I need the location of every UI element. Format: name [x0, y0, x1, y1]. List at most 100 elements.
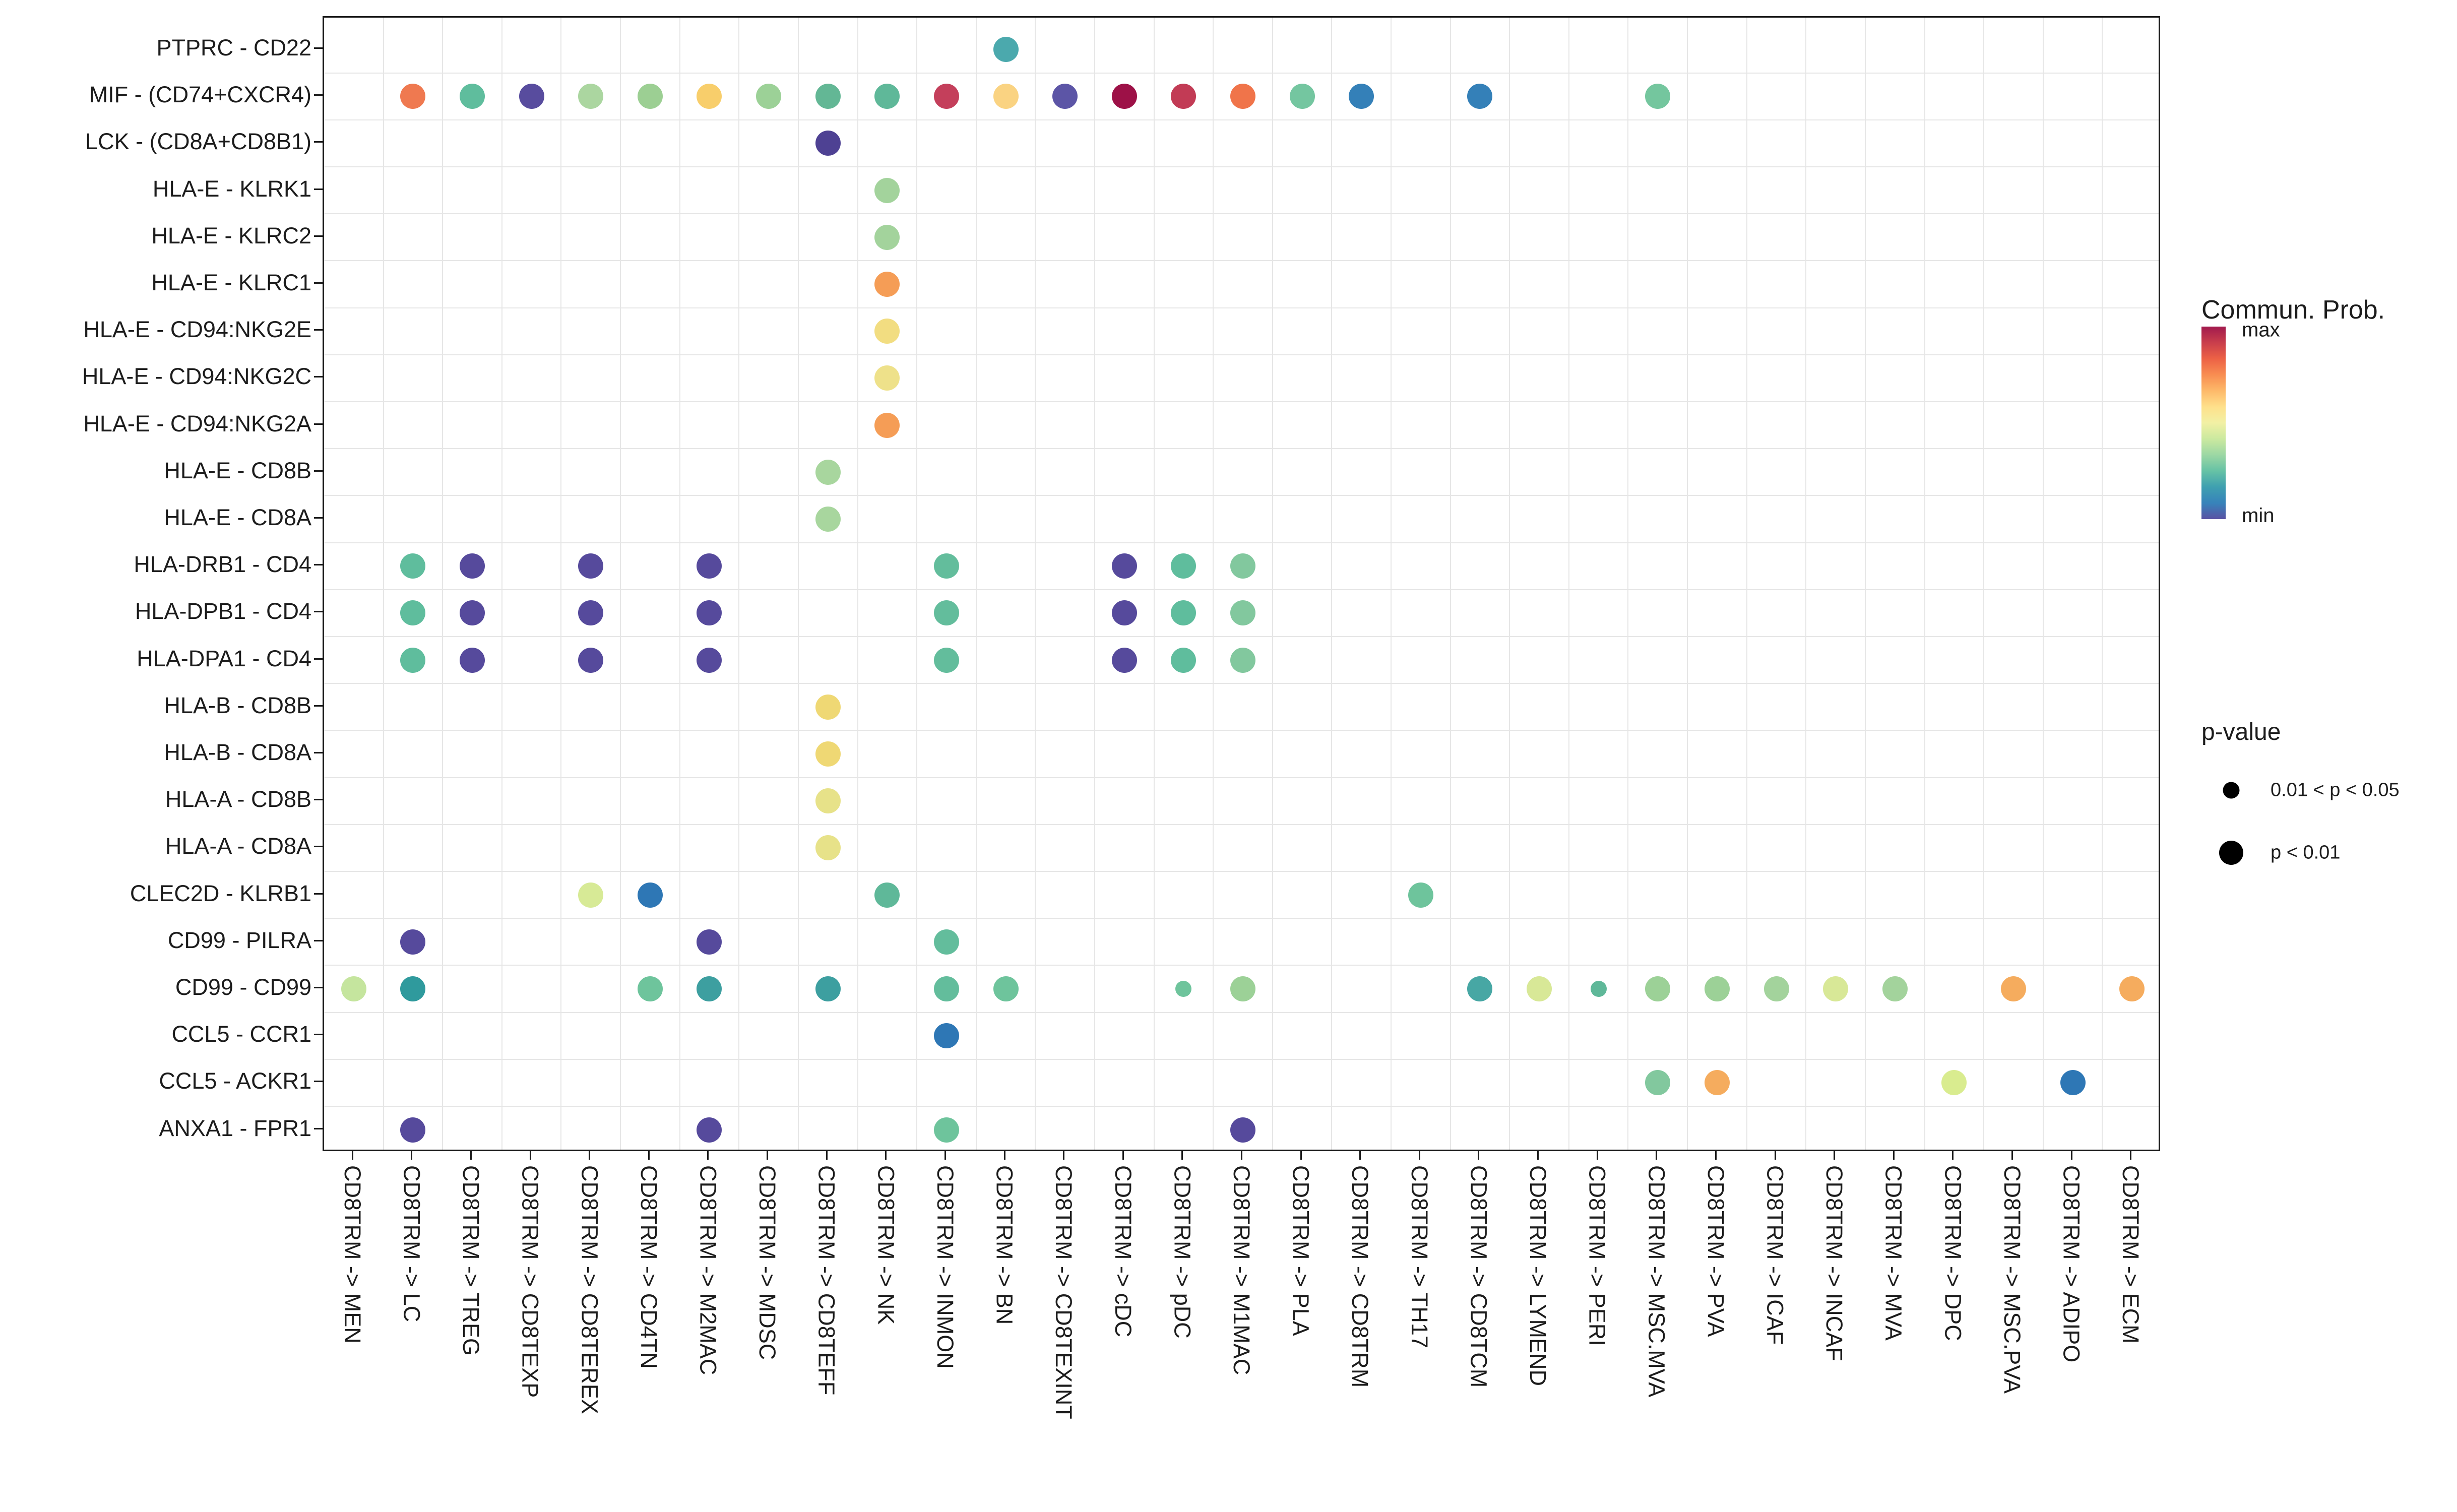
- y-tick: [314, 329, 323, 331]
- data-point: [1527, 976, 1552, 1001]
- gridline-vertical: [975, 18, 977, 1150]
- data-point: [637, 84, 663, 109]
- y-axis-label: HLA-A - CD8B: [165, 786, 311, 812]
- x-axis-label: CD8TRM -> CD4TN: [636, 1165, 662, 1369]
- data-point: [815, 835, 841, 861]
- data-point: [1111, 84, 1137, 109]
- gridline-horizontal: [324, 730, 2159, 731]
- data-point: [460, 600, 485, 626]
- data-point: [1230, 1117, 1255, 1143]
- data-point: [1823, 976, 1849, 1001]
- gridline-horizontal: [324, 589, 2159, 590]
- y-tick: [314, 94, 323, 96]
- y-axis-label: HLA-E - CD94:NKG2E: [83, 317, 311, 343]
- x-axis-label: CD8TRM -> PVA: [1703, 1165, 1729, 1337]
- gridline-horizontal: [324, 1106, 2159, 1107]
- gridline-vertical: [797, 18, 799, 1150]
- gridline-vertical: [2102, 18, 2103, 1150]
- y-tick: [314, 1127, 323, 1129]
- x-axis-label: CD8TRM -> TH17: [1406, 1165, 1432, 1348]
- x-axis-label: CD8TRM -> LYMEND: [1525, 1165, 1551, 1386]
- gridline-vertical: [1864, 18, 1866, 1150]
- y-axis-label: ANXA1 - FPR1: [159, 1115, 311, 1141]
- gridline-horizontal: [324, 307, 2159, 308]
- data-point: [1408, 882, 1433, 908]
- gridline-vertical: [1272, 18, 1273, 1150]
- x-axis-label: CD8TRM -> ECM: [2118, 1165, 2144, 1344]
- x-tick: [589, 1151, 591, 1160]
- x-axis-label: CD8TRM -> PERI: [1584, 1165, 1610, 1346]
- x-tick: [1537, 1151, 1539, 1160]
- data-point: [874, 224, 900, 250]
- data-point: [933, 600, 959, 626]
- y-tick: [314, 235, 323, 237]
- data-point: [874, 319, 900, 344]
- gridline-horizontal: [324, 636, 2159, 637]
- x-axis-label: CD8TRM -> CD8TEXINT: [1051, 1165, 1077, 1419]
- data-point: [815, 84, 841, 109]
- data-point: [993, 37, 1019, 62]
- data-point: [460, 647, 485, 673]
- x-tick: [944, 1151, 946, 1160]
- x-tick: [1241, 1151, 1242, 1160]
- gridline-vertical: [1746, 18, 1747, 1150]
- y-axis-label: CLEC2D - KLRB1: [130, 880, 311, 906]
- y-tick: [314, 611, 323, 613]
- data-point: [933, 976, 959, 1001]
- data-point: [1171, 84, 1196, 109]
- gridline-vertical: [738, 18, 740, 1150]
- data-point: [2119, 976, 2145, 1001]
- x-axis-label: CD8TRM -> BN: [991, 1165, 1018, 1325]
- x-axis-label: CD8TRM -> CD8TEXP: [517, 1165, 543, 1398]
- x-tick: [1063, 1151, 1065, 1160]
- gridline-vertical: [916, 18, 918, 1150]
- x-axis-label: CD8TRM -> M1MAC: [1229, 1165, 1254, 1375]
- data-point: [1175, 981, 1192, 997]
- data-point: [697, 84, 722, 109]
- gridline-horizontal: [324, 495, 2159, 496]
- x-axis-label: CD8TRM -> cDC: [1110, 1165, 1136, 1338]
- data-point: [400, 976, 426, 1001]
- gridline-horizontal: [324, 401, 2159, 402]
- x-tick: [1893, 1151, 1895, 1160]
- gridline-vertical: [1391, 18, 1392, 1150]
- x-tick: [648, 1151, 650, 1160]
- data-point: [993, 976, 1019, 1001]
- y-axis-label: HLA-E - CD94:NKG2A: [83, 410, 311, 436]
- x-axis-label: CD8TRM -> CD8TEFF: [813, 1165, 840, 1396]
- data-point: [1590, 981, 1607, 997]
- data-point: [697, 553, 722, 579]
- data-point: [637, 882, 663, 908]
- x-axis-label: CD8TRM -> DPC: [1940, 1165, 1966, 1341]
- y-tick: [314, 987, 323, 988]
- y-tick: [314, 1034, 323, 1036]
- x-tick: [1003, 1151, 1005, 1160]
- data-point: [933, 647, 959, 673]
- data-point: [697, 929, 722, 955]
- data-point: [1230, 553, 1255, 579]
- data-point: [1052, 84, 1078, 109]
- gridline-vertical: [501, 18, 502, 1150]
- color-gradient-bar: [2201, 327, 2226, 519]
- gridline-vertical: [1805, 18, 1807, 1150]
- data-point: [1111, 647, 1137, 673]
- y-axis-label: CD99 - PILRA: [167, 927, 311, 953]
- data-point: [400, 600, 426, 626]
- x-tick: [351, 1151, 353, 1160]
- data-point: [933, 1023, 959, 1049]
- gridline-vertical: [1153, 18, 1155, 1150]
- data-point: [460, 84, 485, 109]
- y-tick: [314, 752, 323, 753]
- gridline-vertical: [1450, 18, 1451, 1150]
- gridline-vertical: [1035, 18, 1036, 1150]
- data-point: [933, 84, 959, 109]
- gridline-vertical: [857, 18, 858, 1150]
- gridline-horizontal: [324, 119, 2159, 120]
- x-axis-label: CD8TRM -> INMON: [932, 1165, 958, 1369]
- x-tick: [2130, 1151, 2132, 1160]
- gridline-horizontal: [324, 965, 2159, 966]
- y-axis-label: HLA-DPA1 - CD4: [137, 645, 311, 671]
- x-axis-label: CD8TRM -> ADIPO: [2058, 1165, 2085, 1363]
- y-axis-label: PTPRC - CD22: [156, 35, 311, 60]
